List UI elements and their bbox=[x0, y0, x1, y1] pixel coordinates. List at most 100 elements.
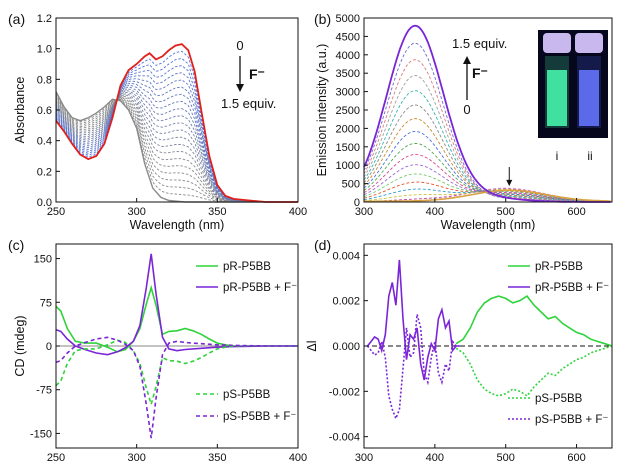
y-tick-label: -75 bbox=[36, 385, 52, 397]
emission-curve bbox=[363, 154, 611, 203]
titration-curve bbox=[55, 65, 298, 203]
emission-curve bbox=[363, 173, 611, 203]
x-axis-label: Wavelength (nm) bbox=[130, 218, 225, 232]
cuvette-green-solution bbox=[547, 70, 567, 126]
cd-series-line bbox=[55, 339, 298, 408]
y-tick-label: 0.8 bbox=[37, 74, 52, 86]
x-tick-label: 300 bbox=[127, 452, 145, 464]
titration-curve bbox=[55, 86, 298, 203]
arrow-head bbox=[463, 56, 471, 64]
y-tick-label: 0 bbox=[354, 197, 360, 209]
legend-label: pR-P5BB + F⁻ bbox=[535, 282, 609, 294]
inset-photo bbox=[538, 30, 608, 138]
titration-curve bbox=[55, 95, 298, 203]
y-tick-label: 0.0 bbox=[37, 197, 52, 209]
x-tick-label: 500 bbox=[497, 206, 515, 218]
x-tick-label: 400 bbox=[426, 206, 444, 218]
x-tick-label: 300 bbox=[355, 452, 373, 464]
y-tick-label: -0.002 bbox=[329, 386, 360, 398]
panel-label: (a) bbox=[8, 11, 25, 27]
y-axis-label: Emission intensity (a.u.) bbox=[315, 44, 329, 177]
y-tick-label: 1.2 bbox=[37, 13, 52, 25]
titration-curve bbox=[55, 90, 298, 203]
y-tick-label: 5000 bbox=[336, 13, 360, 25]
panel-label: (c) bbox=[8, 237, 24, 253]
titration-curve bbox=[55, 95, 298, 203]
x-tick-label: 300 bbox=[355, 206, 373, 218]
x-tick-label: 350 bbox=[208, 452, 226, 464]
titration-curve bbox=[55, 96, 298, 203]
titration-curve bbox=[55, 93, 298, 203]
annotation-ion: F⁻ bbox=[249, 66, 265, 82]
y-tick-label: -150 bbox=[30, 428, 52, 440]
gabs-series-line bbox=[366, 259, 460, 381]
x-tick-label: 400 bbox=[289, 452, 307, 464]
titration-curve bbox=[55, 96, 298, 203]
y-tick-label: 3500 bbox=[336, 68, 360, 80]
arrow-head bbox=[236, 84, 244, 92]
y-tick-label: 2000 bbox=[336, 123, 360, 135]
y-tick-label: 75 bbox=[40, 297, 52, 309]
annotation-start: 0 bbox=[463, 102, 470, 117]
legend-label: pR-P5BB + F⁻ bbox=[223, 282, 297, 294]
y-tick-label: 4500 bbox=[336, 31, 360, 43]
legend-label: pS-P5BB bbox=[223, 389, 271, 401]
annotation-end: 1.5 equiv. bbox=[452, 36, 507, 51]
cuvette-blue-solution bbox=[579, 70, 599, 126]
series-start-curve bbox=[55, 43, 298, 203]
x-tick-label: 600 bbox=[567, 452, 585, 464]
y-tick-label: 1000 bbox=[336, 160, 360, 172]
titration-curve bbox=[55, 94, 298, 203]
y-tick-label: 150 bbox=[34, 254, 52, 266]
arrow-head bbox=[506, 179, 513, 187]
y-tick-label: 4000 bbox=[336, 50, 360, 62]
legend-label: pR-P5BB bbox=[535, 261, 583, 273]
y-axis-label: Δl bbox=[305, 340, 319, 351]
x-tick-label: 350 bbox=[208, 206, 226, 218]
cd-series-line bbox=[55, 284, 298, 353]
gabs-series-line bbox=[455, 295, 613, 347]
cd-series-line bbox=[55, 253, 298, 356]
y-tick-label: 500 bbox=[342, 179, 360, 191]
y-axis-label: CD (mdeg) bbox=[13, 315, 27, 376]
annotation-end: 1.5 equiv. bbox=[221, 96, 276, 111]
inset-label: ii bbox=[587, 149, 592, 163]
annotation-ion: F⁻ bbox=[472, 65, 488, 81]
x-tick-label: 250 bbox=[47, 452, 65, 464]
legend-label: pR-P5BB bbox=[223, 261, 271, 273]
y-tick-label: 3000 bbox=[336, 87, 360, 99]
x-tick-label: 400 bbox=[426, 452, 444, 464]
gabs-series-line bbox=[455, 345, 613, 397]
x-tick-label: 600 bbox=[567, 206, 585, 218]
x-axis-label: Wavelength (nm) bbox=[441, 218, 536, 232]
y-tick-label: 1.0 bbox=[37, 44, 52, 56]
y-tick-label: 0.000 bbox=[332, 341, 360, 353]
y-tick-label: 1500 bbox=[336, 142, 360, 154]
titration-curve bbox=[55, 50, 298, 203]
gabs-series-line bbox=[366, 314, 460, 421]
series-start-curve bbox=[364, 189, 611, 203]
legend-label: pS-P5BB bbox=[535, 393, 583, 405]
y-tick-label: 0.002 bbox=[332, 296, 360, 308]
legend-label: pS-P5BB + F⁻ bbox=[223, 411, 297, 423]
x-tick-label: 500 bbox=[497, 452, 515, 464]
cuvette-cap bbox=[575, 33, 603, 53]
y-tick-label: -0.004 bbox=[329, 432, 360, 444]
titration-curve bbox=[55, 80, 298, 203]
y-tick-label: 2500 bbox=[336, 105, 360, 117]
x-tick-label: 250 bbox=[47, 206, 65, 218]
y-tick-label: 0.2 bbox=[37, 166, 52, 178]
y-tick-label: 0.004 bbox=[332, 250, 360, 262]
y-axis-label: Absorbance bbox=[13, 77, 27, 144]
legend-label: pS-P5BB + F⁻ bbox=[535, 414, 609, 426]
x-tick-label: 400 bbox=[289, 206, 307, 218]
y-tick-label: 0.6 bbox=[37, 105, 52, 117]
annotation-start: 0 bbox=[236, 38, 243, 53]
panel-label: (b) bbox=[314, 11, 331, 27]
panel-label: (d) bbox=[314, 237, 331, 253]
cuvette-cap bbox=[543, 33, 571, 53]
y-tick-label: 0 bbox=[46, 341, 52, 353]
y-tick-label: 0.4 bbox=[37, 136, 52, 148]
inset-label: i bbox=[556, 149, 559, 163]
